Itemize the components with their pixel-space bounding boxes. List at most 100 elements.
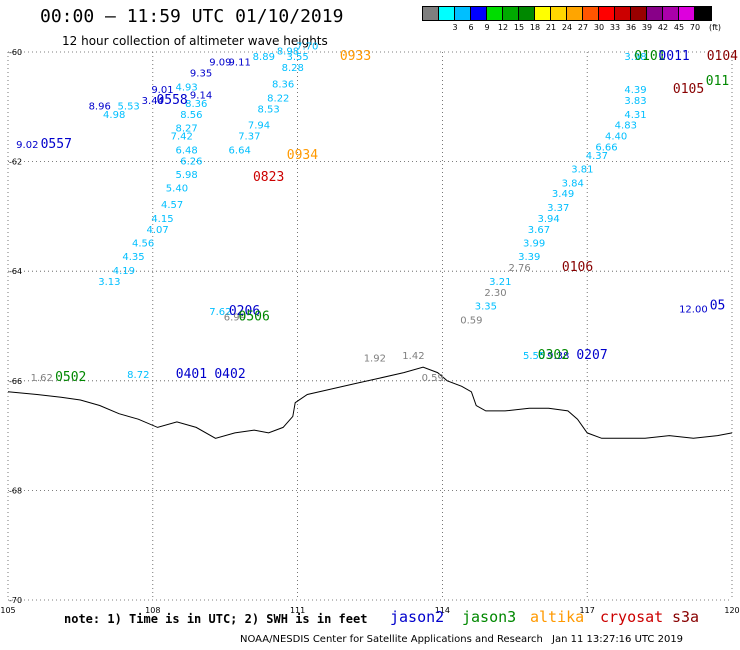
pass-time-label: 05 xyxy=(710,299,726,314)
pass-time-label: 0402 xyxy=(214,367,245,382)
pass-time-label: 0506 xyxy=(239,310,270,325)
pass-time-label: 0933 xyxy=(340,49,371,64)
swh-value-label: 3.99 xyxy=(523,239,545,250)
swh-value-label: 7.62 xyxy=(209,307,231,318)
y-tick-label: -62 xyxy=(9,158,22,167)
satellite-jason2: jason2 xyxy=(390,608,445,626)
legend-swatch xyxy=(519,7,535,20)
pass-time-label: 0101 xyxy=(634,49,665,64)
y-tick-label: -66 xyxy=(9,377,22,386)
swh-value-label: 0.59 xyxy=(422,373,444,384)
map-subtitle: 12 hour collection of altimeter wave hei… xyxy=(62,34,328,48)
legend-swatch xyxy=(615,7,631,20)
swh-value-label: 9.09 xyxy=(209,58,231,69)
pass-time-label: 0557 xyxy=(41,137,72,152)
y-axis-labels: -60 -62 -64 -66 -68 -70 xyxy=(9,48,22,605)
swh-value-label: 9.11 xyxy=(229,58,251,69)
legend-swatch xyxy=(535,7,551,20)
legend-tick-label: 36 xyxy=(625,23,637,32)
swh-value-label: 8.36 xyxy=(272,80,294,91)
pass-time-label: 0106 xyxy=(562,260,593,275)
swh-value-label: 3.49 xyxy=(552,189,574,200)
legend-swatch xyxy=(471,7,487,20)
legend-tick-label: 33 xyxy=(609,23,621,32)
credit-text: NOAA/NESDIS Center for Satellite Applica… xyxy=(240,634,543,645)
swh-value-label: 4.31 xyxy=(624,110,646,121)
satellite-s3a: s3a xyxy=(672,608,700,626)
legend-tick-label: 24 xyxy=(561,23,573,32)
swh-value-label: 7.37 xyxy=(238,132,260,143)
legend-tick-label: 12 xyxy=(497,23,509,32)
pass-time-label: 0558 xyxy=(156,93,187,108)
y-tick-label: -64 xyxy=(9,267,22,276)
x-tick-label: 111 xyxy=(290,606,305,615)
swh-value-label: 2.76 xyxy=(508,263,530,274)
y-tick-label: -60 xyxy=(9,48,22,57)
pass-time-label: 0011 xyxy=(658,49,689,64)
pass-time-label: 0502 xyxy=(55,370,86,385)
swh-value-label: 3.21 xyxy=(489,277,511,288)
swh-value-label: 7.42 xyxy=(171,132,193,143)
swh-value-label: 2.30 xyxy=(484,288,506,299)
swh-value-label: 8.96 xyxy=(89,102,111,113)
swh-value-label: 3.84 xyxy=(562,178,584,189)
pass-time-label: 0104 xyxy=(707,49,738,64)
swh-value-label: 8.36 xyxy=(185,99,207,110)
legend-swatch xyxy=(567,7,583,20)
legend-swatch xyxy=(503,7,519,20)
legend-tick-label: 6 xyxy=(468,23,474,32)
map-title: 00:00 – 11:59 UTC 01/10/2019 xyxy=(40,6,344,27)
legend-swatch xyxy=(423,7,439,20)
legend-swatch xyxy=(551,7,567,20)
swh-value-label: 3.98 xyxy=(624,52,646,63)
pass-time-label: 0207 xyxy=(576,348,607,363)
legend-tick-label: 15 xyxy=(513,23,525,32)
legend-swatch xyxy=(487,7,503,20)
legend-tick-label: 9 xyxy=(484,23,490,32)
swh-value-label: 9.38 xyxy=(547,351,569,362)
swh-value-label: 8.56 xyxy=(180,110,202,121)
swh-value-label: 8.98 xyxy=(277,47,299,58)
swh-value-label: 6.48 xyxy=(175,145,197,156)
swh-value-label: 8.27 xyxy=(175,123,197,134)
swh-value-label: 4.37 xyxy=(586,151,608,162)
coastline xyxy=(7,366,733,439)
swh-value-label: 6.99 xyxy=(224,313,246,324)
swh-value-label: 9.01 xyxy=(151,85,173,96)
swh-value-label: 0.59 xyxy=(460,315,482,326)
swh-value-label: 3.81 xyxy=(571,165,593,176)
legend-tick-label: 21 xyxy=(545,23,557,32)
legend-color-bar xyxy=(422,6,712,21)
swh-value-label: 5.53 xyxy=(118,102,140,113)
satellite-cryosat: cryosat xyxy=(600,608,664,626)
pass-time-label: 0206 xyxy=(229,304,260,319)
swh-value-label: 3.67 xyxy=(528,225,550,236)
swh-value-label: 8.89 xyxy=(253,52,275,63)
legend-tick-label: 18 xyxy=(529,23,541,32)
swh-value-label: 4.56 xyxy=(132,239,154,250)
swh-value-label: 4.83 xyxy=(615,121,637,132)
coastline-path xyxy=(7,366,733,439)
swh-value-label: 4.35 xyxy=(122,252,144,263)
swh-value-label: 12.00 xyxy=(679,304,708,315)
swh-value-label: 4.19 xyxy=(113,266,135,277)
legend-tick-label: 45 xyxy=(673,23,685,32)
y-tick-label: -70 xyxy=(9,596,22,605)
swh-value-label: 7.70 xyxy=(296,41,318,52)
legend-swatch xyxy=(439,7,455,20)
legend-swatch xyxy=(599,7,615,20)
swh-value-label: 1.42 xyxy=(402,351,424,362)
legend-tick-label: 39 xyxy=(641,23,653,32)
timestamp-text: Jan 11 13:27:16 UTC 2019 xyxy=(552,634,684,645)
swh-value-label: 8.72 xyxy=(127,370,149,381)
pass-time-label: 0823 xyxy=(253,170,284,185)
swh-value-label: 3.94 xyxy=(537,214,559,225)
satellite-altika: altika xyxy=(530,608,585,626)
x-axis-labels: 105 108 111 114 117 120 xyxy=(0,606,739,615)
swh-value-label: 6.64 xyxy=(229,145,251,156)
y-tick-label: -68 xyxy=(9,486,22,495)
swh-value-label: 4.07 xyxy=(146,225,168,236)
swh-value-label: 4.40 xyxy=(605,132,627,143)
note-text: note: 1) Time is in UTC; 2) SWH is in fe… xyxy=(64,612,368,626)
